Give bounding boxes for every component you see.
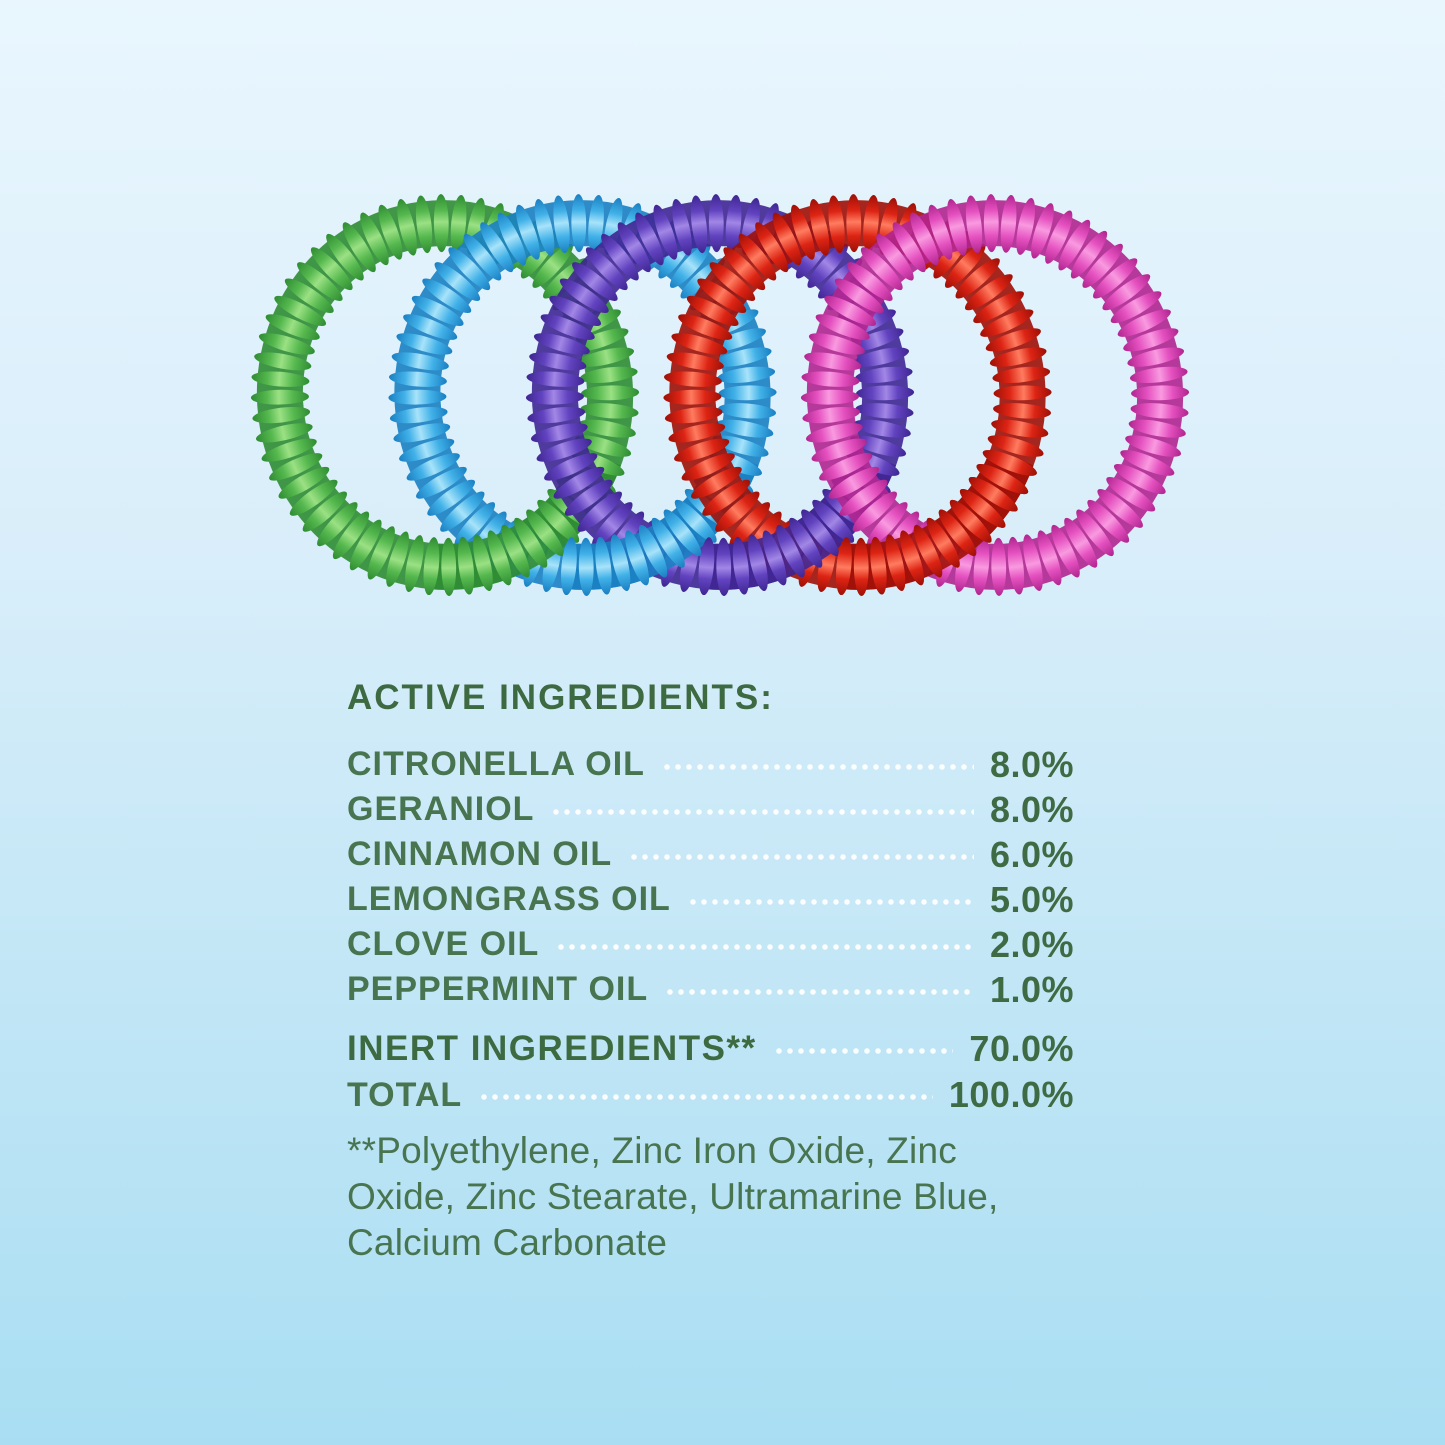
ingredient-value: 8.0% (989, 743, 1074, 785)
ingredient-row: LEMONGRASS OIL 5.0% (347, 877, 1074, 922)
dotted-leader (666, 987, 974, 996)
footnote-line: Oxide, Zinc Stearate, Ultramarine Blue, (347, 1176, 999, 1217)
footnote-line: Calcium Carbonate (347, 1222, 668, 1263)
ingredient-label: CITRONELLA OIL (347, 745, 645, 783)
ingredient-label: LEMONGRASS OIL (347, 880, 671, 918)
ingredient-label: CINNAMON OIL (347, 835, 613, 873)
ingredient-value: 8.0% (989, 788, 1074, 830)
footnote-line: **Polyethylene, Zinc Iron Oxide, Zinc (347, 1130, 957, 1171)
dotted-leader (552, 807, 974, 816)
active-ingredients-heading: ACTIVE INGREDIENTS: (347, 678, 774, 717)
ingredients-panel: ACTIVE INGREDIENTS: CITRONELLA OIL 8.0% GE… (347, 678, 1074, 1266)
ingredient-value: 1.0% (989, 968, 1074, 1010)
summary-rows: INERT INGREDIENTS** 70.0% TOTAL 100.0% (347, 1026, 1074, 1118)
ingredient-value: 70.0% (969, 1028, 1074, 1069)
ingredient-value: 2.0% (989, 923, 1074, 965)
ingredient-row: CINNAMON OIL 6.0% (347, 832, 1074, 877)
ingredient-row: CITRONELLA OIL 8.0% (347, 742, 1074, 787)
ingredient-label: TOTAL (347, 1075, 463, 1114)
ingredient-label: PEPPERMINT OIL (347, 970, 649, 1008)
dotted-leader (557, 942, 974, 951)
bracelet-red-weave (836, 449, 1037, 596)
inert-ingredients-footnote: **Polyethylene, Zinc Iron Oxide, Zinc Oxi… (347, 1128, 1074, 1266)
ingredient-row: CLOVE OIL 2.0% (347, 922, 1074, 967)
total-row: TOTAL 100.0% (347, 1072, 1074, 1118)
dotted-leader (662, 762, 974, 771)
inert-ingredients-row: INERT INGREDIENTS** 70.0% (347, 1026, 1074, 1072)
dotted-leader (774, 1047, 954, 1055)
ingredient-row: PEPPERMINT OIL 1.0% (347, 967, 1074, 1012)
ingredient-row: GERANIOL 8.0% (347, 787, 1074, 832)
ingredient-label: INERT INGREDIENTS** (347, 1029, 757, 1068)
dotted-leader (480, 1093, 933, 1101)
coil-bracelets-illustration (250, 194, 1190, 596)
ingredient-label: GERANIOL (347, 790, 535, 828)
ingredient-value: 100.0% (948, 1074, 1074, 1115)
ingredient-value: 6.0% (989, 833, 1074, 875)
dotted-leader (630, 852, 974, 861)
active-ingredients-list: CITRONELLA OIL 8.0% GERANIOL 8.0% CINNAMON O… (347, 742, 1074, 1012)
ingredient-value: 5.0% (989, 878, 1074, 920)
dotted-leader (688, 897, 974, 906)
ingredient-label: CLOVE OIL (347, 925, 540, 963)
bracelets-graphic (225, 165, 1225, 635)
